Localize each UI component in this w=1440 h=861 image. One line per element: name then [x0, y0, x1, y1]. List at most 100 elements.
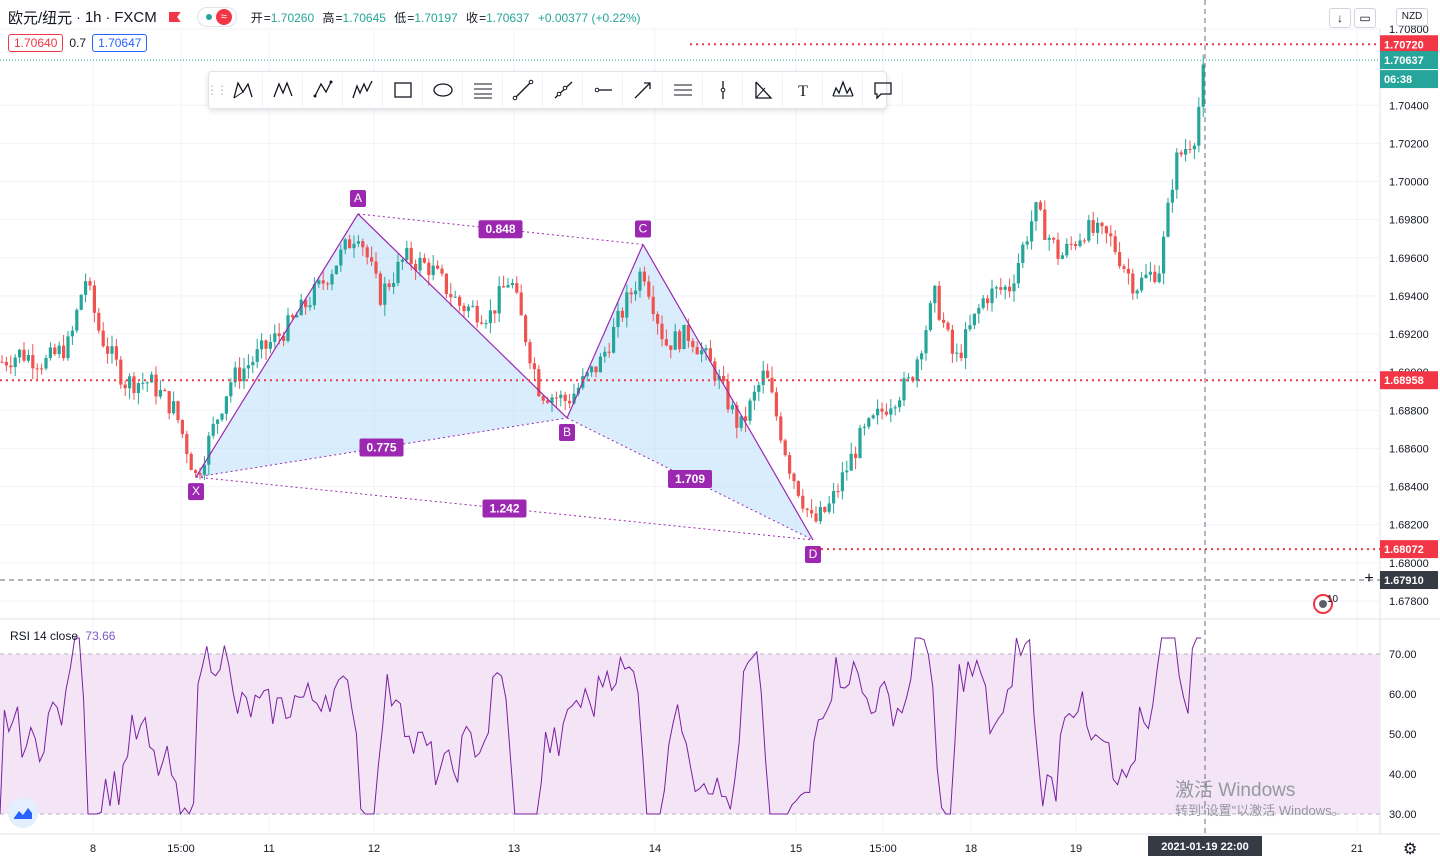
crosshair-plus-icon: +	[1364, 570, 1373, 587]
arrow-tool-button[interactable]	[623, 73, 663, 107]
trend-line-icon	[512, 79, 533, 101]
candle-body	[664, 339, 668, 346]
ask-button[interactable]: 1.70647	[92, 34, 148, 52]
maximize-icon[interactable]: ▭	[1354, 8, 1376, 28]
currency-badge[interactable]: NZD	[1396, 8, 1428, 26]
xabcd-pattern-icon	[232, 81, 253, 99]
candle-body	[35, 368, 39, 370]
pattern-point-label-bg	[805, 545, 821, 563]
candle-body	[695, 347, 699, 355]
candle-body	[246, 365, 250, 369]
candle-body	[290, 315, 294, 318]
candle-body	[396, 261, 400, 283]
candle-body	[26, 354, 30, 361]
candle-body	[607, 351, 611, 353]
candle-body	[700, 350, 704, 355]
legend-header: 欧元/纽元 · 1h · FXCM ≈ 开=1.70260 高=1.70645 …	[8, 6, 646, 28]
candle-body	[519, 292, 523, 316]
candle-body	[308, 305, 312, 308]
trend-line-tool-button[interactable]	[503, 73, 543, 107]
candle-body	[766, 370, 770, 378]
candle-body	[836, 491, 840, 493]
time-tick-label: 12	[368, 843, 380, 855]
gear-icon[interactable]: ⚙	[1403, 841, 1418, 858]
candle-body	[810, 510, 814, 514]
candle-body	[365, 247, 369, 258]
three-drives-pattern-tool-button[interactable]	[343, 73, 383, 107]
callout-tool-button[interactable]	[863, 73, 903, 107]
candle-body	[1140, 277, 1144, 291]
candle-body	[814, 513, 818, 522]
candle-body	[343, 239, 347, 250]
fib-retracement-tool-button[interactable]	[463, 73, 503, 107]
ellipse-tool-button[interactable]	[423, 73, 463, 107]
cypher-pattern-tool-button[interactable]	[263, 73, 303, 107]
candle-body	[541, 396, 545, 401]
notification-icon	[1313, 594, 1333, 614]
rectangle-tool-button[interactable]	[383, 73, 423, 107]
parallel-channel-tool-button[interactable]	[663, 73, 703, 107]
market-status-pill[interactable]: ≈	[196, 7, 237, 27]
candle-body	[378, 273, 382, 305]
candle-body	[1003, 286, 1007, 290]
text-tool-button[interactable]: T	[783, 73, 823, 107]
candle-body	[638, 271, 642, 291]
candle-body	[1197, 106, 1201, 146]
toolbar-drag-handle[interactable]: ⋮⋮	[206, 83, 228, 97]
price-tick-label: 1.68000	[1389, 558, 1429, 570]
vertical-line-tool-button[interactable]	[703, 73, 743, 107]
rsi-tick-label: 40.00	[1389, 769, 1417, 781]
candle-body	[625, 292, 629, 318]
fib-fan-tool-button[interactable]	[743, 73, 783, 107]
candle-body	[876, 408, 880, 416]
candle-body	[88, 281, 92, 286]
pattern-triangle-xab	[196, 213, 567, 478]
candle-body	[744, 416, 748, 421]
candle-body	[783, 440, 787, 456]
candle-body	[968, 325, 972, 330]
candle-body	[893, 407, 897, 409]
pattern-point-label-bg	[635, 220, 651, 238]
collapse-arrow-icon[interactable]: ↓	[1329, 8, 1351, 28]
xabcd-pattern-tool-button[interactable]	[223, 73, 263, 107]
flag-icon[interactable]	[168, 12, 181, 22]
candle-body	[132, 376, 136, 394]
time-tick-label: 18	[965, 843, 977, 855]
candle-body	[480, 322, 484, 324]
interval-label[interactable]: 1h	[84, 8, 102, 26]
candle-body	[779, 416, 783, 441]
horizontal-ray-tool-button[interactable]	[583, 73, 623, 107]
candle-body	[915, 359, 919, 381]
fib-retracement-icon	[473, 83, 492, 99]
candle-body	[414, 263, 418, 271]
candle-body	[488, 310, 492, 324]
tradingview-logo-icon[interactable]	[8, 798, 38, 828]
symbol-name[interactable]: 欧元/纽元	[8, 9, 73, 27]
ray-tool-button[interactable]	[543, 73, 583, 107]
abcd-pattern-tool-button[interactable]	[303, 73, 343, 107]
candle-body	[647, 281, 651, 297]
ohlc-values: 开=1.70260 高=1.70645 低=1.70197 收=1.70637 …	[250, 10, 641, 25]
bid-button[interactable]: 1.70640	[8, 34, 64, 52]
candle-body	[207, 435, 211, 465]
candle-body	[220, 413, 224, 420]
candle-body	[114, 346, 118, 360]
candle-body	[862, 426, 866, 428]
candle-body	[1188, 149, 1192, 151]
candle-body	[1122, 266, 1126, 269]
candle-body	[176, 401, 180, 421]
candle-body	[1148, 271, 1152, 275]
svg-text:T: T	[798, 83, 808, 100]
candle-body	[884, 411, 888, 415]
candle-body	[832, 491, 836, 504]
open-label: 开	[250, 10, 263, 25]
candle-body	[981, 298, 985, 308]
candle-body	[101, 330, 105, 347]
candle-body	[845, 470, 849, 473]
price-tick-label: 1.70000	[1389, 177, 1429, 189]
head-shoulders-tool-button[interactable]	[823, 73, 863, 107]
price-badge-label: 1.68958	[1384, 375, 1424, 387]
pattern-triangle-bcd	[567, 244, 813, 540]
pattern-point-label: D	[809, 547, 818, 561]
